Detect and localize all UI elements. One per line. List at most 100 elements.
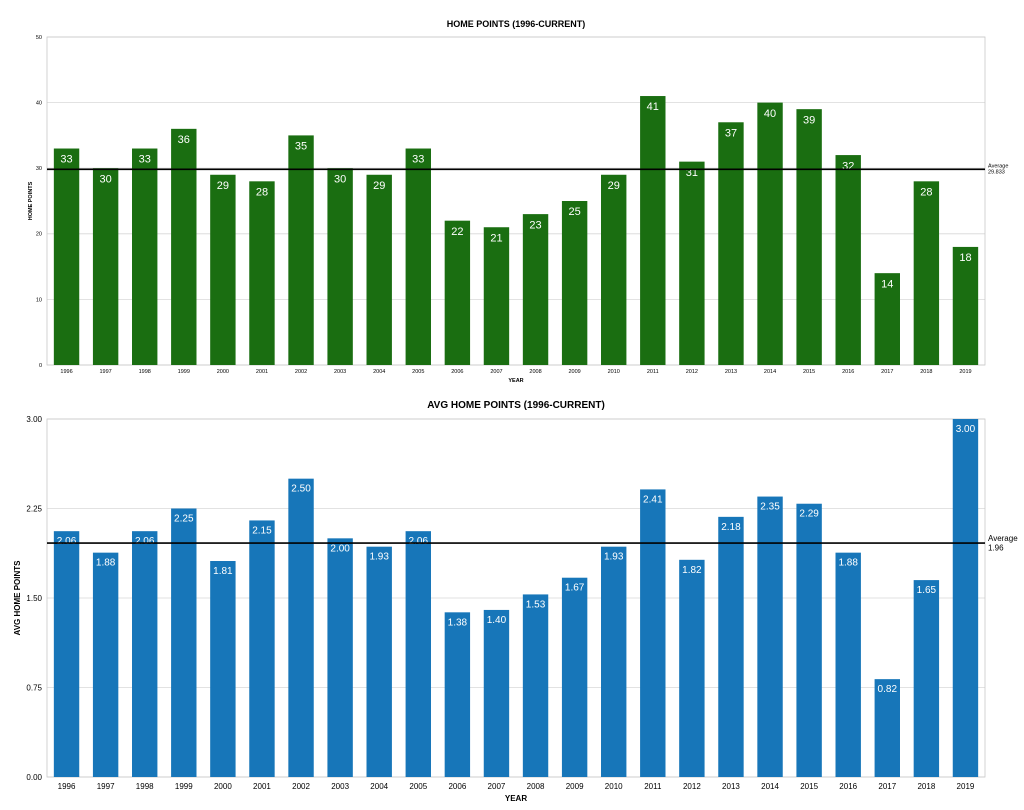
bar-value-label: 2.18 bbox=[721, 522, 741, 533]
bar-value-label: 2.29 bbox=[799, 509, 819, 520]
x-tick-label: 1996 bbox=[60, 369, 72, 375]
x-tick-label: 1998 bbox=[136, 782, 154, 791]
bar bbox=[522, 214, 549, 365]
bar-value-label: 33 bbox=[412, 154, 424, 166]
bar bbox=[561, 201, 588, 365]
bar-value-label: 1.53 bbox=[526, 599, 546, 610]
x-tick-label: 2004 bbox=[373, 369, 385, 375]
chart-1: HOME POINTS (1996-CURRENT) 0 10 20 30 40 50 33 1… bbox=[28, 19, 1008, 384]
chart-title: AVG HOME POINTS (1996-CURRENT) bbox=[427, 400, 605, 411]
bar-value-label: 2.41 bbox=[643, 494, 663, 505]
bar-value-label: 39 bbox=[803, 114, 815, 126]
chart-2: AVG HOME POINTS (1996-CURRENT) 0.00 0.75 1.… bbox=[13, 400, 1018, 803]
x-axis-title: YEAR bbox=[505, 794, 527, 803]
bar bbox=[288, 478, 314, 777]
bar-value-label: 2.50 bbox=[291, 484, 311, 495]
x-tick-label: 2005 bbox=[412, 369, 424, 375]
average-label: Average bbox=[988, 534, 1018, 543]
plot-frame bbox=[46, 36, 986, 366]
bar-value-label: 30 bbox=[100, 173, 112, 185]
x-tick-label: 2006 bbox=[448, 782, 466, 791]
bar-value-label: 33 bbox=[60, 154, 72, 166]
bar bbox=[640, 489, 666, 777]
bar-value-label: 1.93 bbox=[369, 552, 389, 563]
bar bbox=[952, 246, 979, 365]
bar-value-label: 2.25 bbox=[174, 514, 194, 525]
average-value-label: 29.833 bbox=[988, 170, 1005, 176]
x-tick-label: 2010 bbox=[608, 369, 620, 375]
bar bbox=[210, 561, 236, 777]
average-label: Average bbox=[988, 163, 1008, 169]
bar-value-label: 25 bbox=[569, 206, 581, 218]
bar-value-label: 1.81 bbox=[213, 566, 233, 577]
x-tick-label: 1999 bbox=[178, 369, 190, 375]
bar-value-label: 1.65 bbox=[917, 585, 937, 596]
bar bbox=[444, 612, 471, 777]
x-tick-label: 2007 bbox=[490, 369, 502, 375]
bar-value-label: 35 bbox=[295, 141, 307, 153]
y-tick-label: 0.00 bbox=[26, 773, 42, 782]
bar-value-label: 3.00 bbox=[956, 424, 976, 435]
x-tick-label: 1998 bbox=[139, 369, 151, 375]
plot-frame bbox=[46, 418, 986, 778]
bar bbox=[132, 148, 158, 365]
bar bbox=[796, 109, 822, 365]
bar bbox=[405, 148, 431, 365]
bar-value-label: 1.93 bbox=[604, 552, 624, 563]
bar bbox=[288, 135, 314, 365]
bar bbox=[757, 496, 783, 777]
bar bbox=[171, 508, 197, 777]
bar-value-label: 40 bbox=[764, 108, 776, 120]
x-tick-label: 1997 bbox=[97, 782, 115, 791]
x-tick-label: 1997 bbox=[100, 369, 112, 375]
bar-value-label: 22 bbox=[451, 226, 463, 238]
bar bbox=[405, 531, 431, 777]
x-tick-label: 1999 bbox=[175, 782, 193, 791]
bar-value-label: 21 bbox=[490, 232, 502, 244]
x-tick-label: 2008 bbox=[527, 782, 545, 791]
bar bbox=[92, 168, 119, 365]
x-tick-label: 2003 bbox=[334, 369, 346, 375]
x-tick-label: 2006 bbox=[451, 369, 463, 375]
bar bbox=[249, 181, 275, 365]
bar bbox=[92, 552, 119, 777]
x-tick-label: 2005 bbox=[409, 782, 427, 791]
bar bbox=[327, 538, 353, 777]
x-tick-label: 2004 bbox=[370, 782, 388, 791]
x-tick-label: 2016 bbox=[842, 369, 854, 375]
bar-value-label: 2.06 bbox=[409, 536, 429, 547]
bar-value-label: 1.38 bbox=[448, 617, 468, 628]
bar-value-label: 29 bbox=[608, 180, 620, 192]
bar-value-label: 37 bbox=[725, 127, 737, 139]
bar-value-label: 23 bbox=[529, 219, 541, 231]
bar bbox=[483, 609, 510, 777]
y-tick-label: 2.25 bbox=[26, 504, 42, 513]
x-tick-label: 2019 bbox=[959, 369, 971, 375]
bar-value-label: 29 bbox=[217, 180, 229, 192]
bar bbox=[601, 546, 627, 777]
bar bbox=[952, 419, 979, 777]
y-tick-label: 1.50 bbox=[26, 594, 42, 603]
bar bbox=[366, 174, 392, 365]
x-tick-label: 2014 bbox=[764, 369, 776, 375]
bar bbox=[835, 552, 861, 777]
bar-value-label: 28 bbox=[256, 187, 268, 199]
x-tick-label: 2010 bbox=[605, 782, 623, 791]
x-tick-label: 2009 bbox=[566, 782, 584, 791]
x-tick-label: 2012 bbox=[686, 369, 698, 375]
x-tick-label: 1996 bbox=[58, 782, 76, 791]
bar-value-label: 1.82 bbox=[682, 565, 702, 576]
bar-value-label: 2.35 bbox=[760, 502, 780, 513]
y-tick-label: 0 bbox=[39, 363, 42, 369]
bar bbox=[874, 679, 900, 777]
y-axis-title: AVG HOME POINTS bbox=[13, 560, 22, 636]
x-tick-label: 2017 bbox=[881, 369, 893, 375]
x-tick-label: 2013 bbox=[722, 782, 740, 791]
x-tick-label: 2001 bbox=[253, 782, 271, 791]
x-tick-label: 2002 bbox=[295, 369, 307, 375]
x-tick-label: 2019 bbox=[957, 782, 975, 791]
bar bbox=[679, 559, 705, 777]
bar bbox=[171, 128, 197, 365]
x-tick-label: 2018 bbox=[917, 782, 935, 791]
y-tick-label: 0.75 bbox=[26, 683, 42, 692]
